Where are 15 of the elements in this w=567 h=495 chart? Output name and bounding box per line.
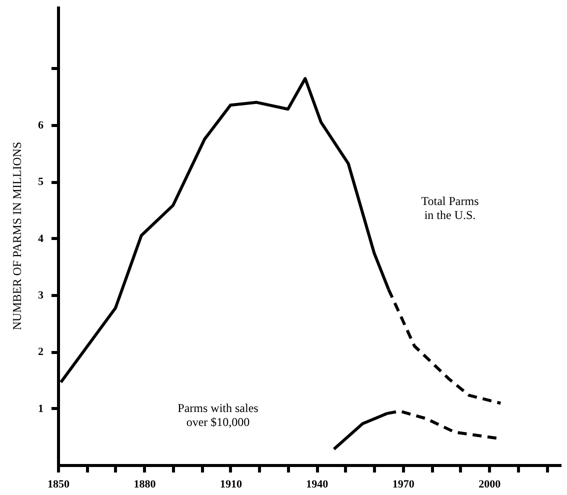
y-tick-label: 5 bbox=[38, 176, 44, 188]
y-tick-label: 4 bbox=[38, 232, 44, 245]
y-axis-title: NUMBER OF PARMS IN MILLIONS bbox=[10, 142, 24, 330]
y-tick-label: 2 bbox=[38, 346, 44, 358]
x-tick-label: 1970 bbox=[392, 478, 415, 490]
y-tick-label: 1 bbox=[38, 402, 44, 415]
x-tick-label: 1910 bbox=[220, 478, 242, 490]
annotation: Parms with sales over $10,000 bbox=[178, 401, 259, 429]
y-tick-label: 6 bbox=[38, 120, 44, 132]
x-tick-label: 1880 bbox=[134, 478, 156, 490]
x-tick-label: 1940 bbox=[306, 478, 329, 490]
x-tick-label: 2000 bbox=[478, 478, 502, 490]
x-tick-label: 1850 bbox=[48, 478, 70, 490]
annotation: Total Parms in the U.S. bbox=[421, 194, 480, 222]
y-tick-label: 3 bbox=[38, 290, 44, 302]
